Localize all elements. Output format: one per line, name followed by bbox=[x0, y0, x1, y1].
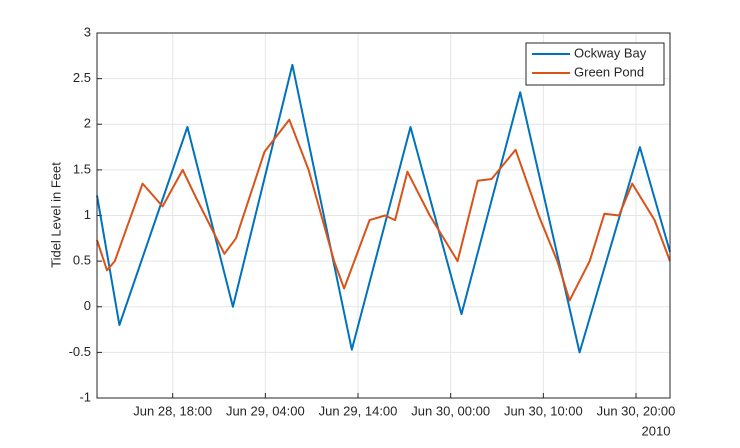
y-tick-label: 0 bbox=[84, 298, 91, 313]
y-tick-label: 2 bbox=[84, 116, 91, 131]
y-tick-label: 1.5 bbox=[73, 161, 91, 176]
x-tick-label: Jun 30, 20:00 bbox=[597, 403, 676, 418]
legend: Ockway Bay Green Pond bbox=[525, 42, 665, 86]
y-tick-label: -0.5 bbox=[69, 344, 91, 359]
legend-box bbox=[525, 42, 665, 86]
x-tick-label: Jun 28, 18:00 bbox=[133, 403, 212, 418]
y-axis-label: Tidel Level in Feet bbox=[48, 162, 63, 268]
y-tick-label: 2.5 bbox=[73, 70, 91, 85]
x-axis-note: 2010 bbox=[642, 423, 671, 438]
legend-label: Green Pond bbox=[574, 64, 644, 79]
data-line bbox=[96, 63, 671, 354]
plot-frame bbox=[96, 32, 671, 399]
x-tick-label: Jun 29, 14:00 bbox=[319, 403, 398, 418]
legend-label: Ockway Bay bbox=[574, 45, 647, 60]
y-tick-label: -1 bbox=[79, 389, 91, 404]
data-line bbox=[96, 118, 671, 302]
x-tick-label: Jun 30, 10:00 bbox=[504, 403, 583, 418]
y-tick-label: 3 bbox=[84, 24, 91, 39]
y-tick-label: 0.5 bbox=[73, 253, 91, 268]
y-tick-label: 1 bbox=[84, 207, 91, 222]
x-tick-label: Jun 29, 04:00 bbox=[226, 403, 305, 418]
x-tick-label: Jun 30, 00:00 bbox=[411, 403, 490, 418]
